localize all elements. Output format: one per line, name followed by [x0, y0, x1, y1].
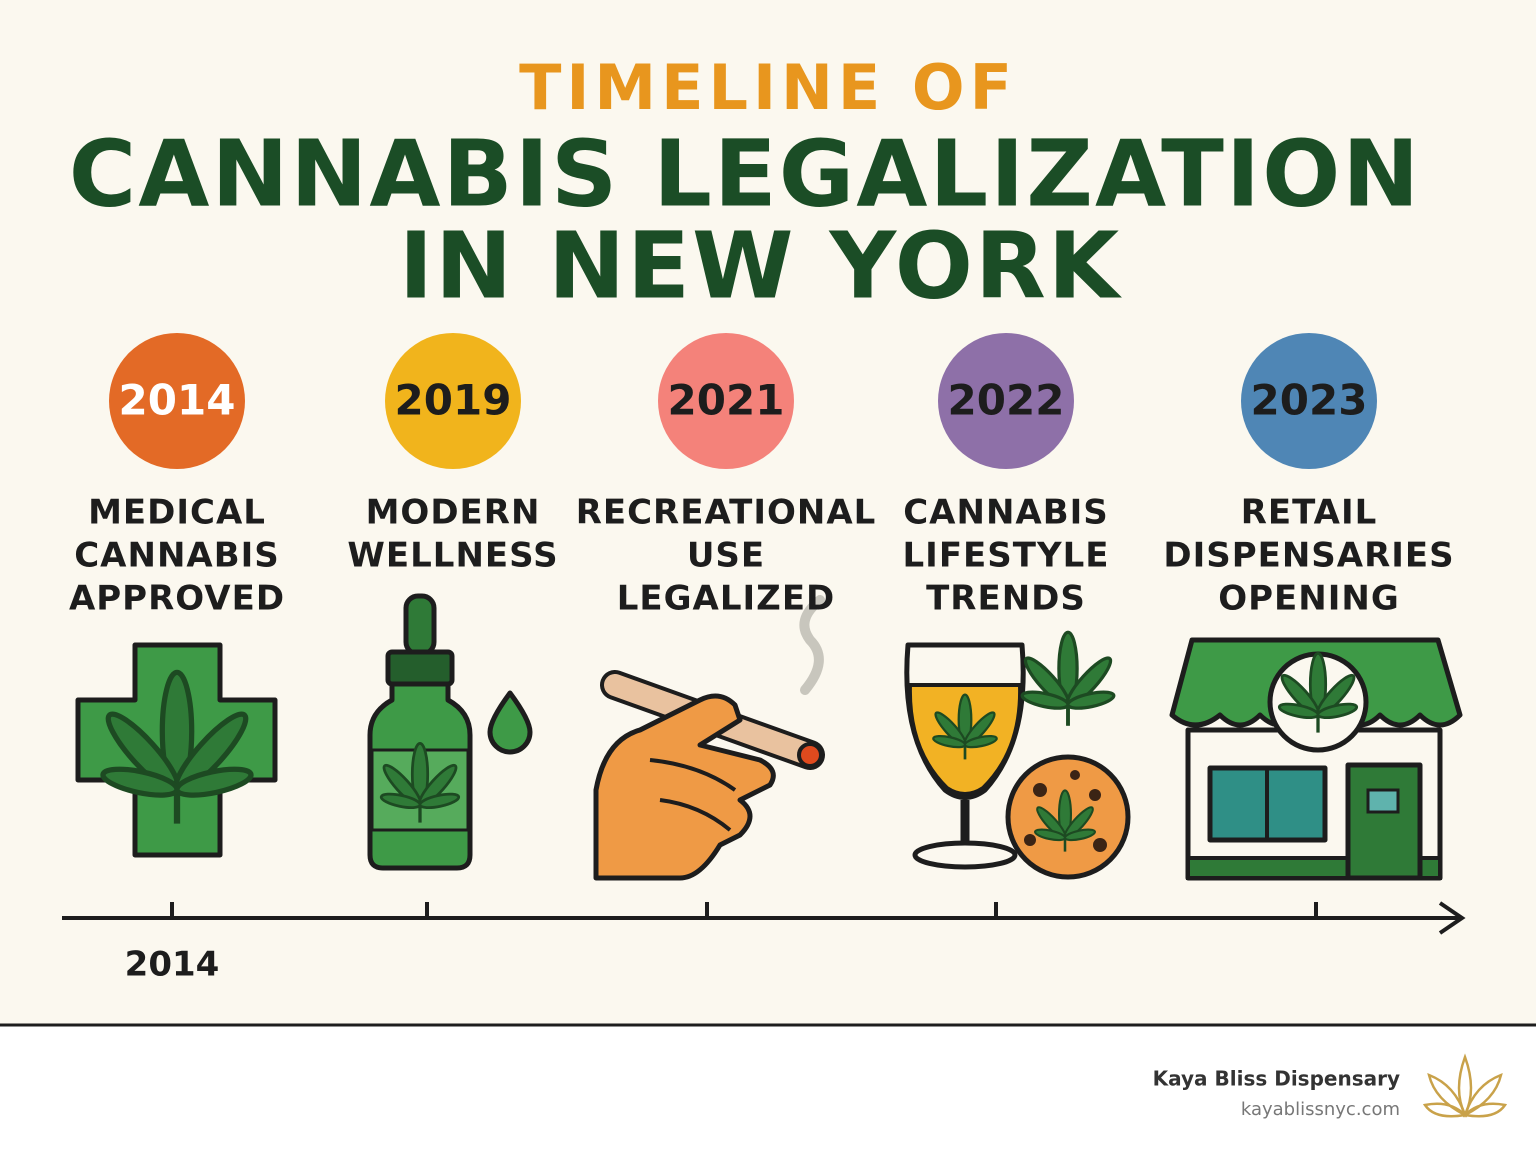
year-label: 2019 [395, 376, 512, 425]
year-circle [938, 333, 1074, 469]
year-label: 2014 [119, 376, 236, 425]
event-label: TRENDS [926, 579, 1086, 619]
event-label: CANNABIS [74, 536, 280, 576]
event-label: LEGALIZED [617, 579, 836, 619]
footer-background [0, 1025, 1536, 1154]
year-label: 2021 [668, 376, 785, 425]
brand-url: kayablissnyc.com [1241, 1099, 1400, 1120]
event-label: MEDICAL [88, 493, 266, 533]
event-label: DISPENSARIES [1163, 536, 1454, 576]
year-circle [658, 333, 794, 469]
year-circle [385, 333, 521, 469]
event-label: LIFESTYLE [903, 536, 1110, 576]
icon-bottle [367, 593, 533, 871]
year-label: 2023 [1251, 376, 1368, 425]
title-line: IN NEW YORK [399, 212, 1123, 319]
event-label: OPENING [1218, 579, 1400, 619]
event-label: APPROVED [69, 579, 285, 619]
year-label: 2022 [948, 376, 1065, 425]
event-label: MODERN [366, 493, 541, 533]
brand-name: Kaya Bliss Dispensary [1153, 1067, 1400, 1091]
event-label: USE [687, 536, 765, 576]
title-line: CANNABIS LEGALIZATION [69, 120, 1422, 227]
icon-lifestyle [904, 630, 1131, 880]
event-label: CANNABIS [903, 493, 1109, 533]
event-label: RETAIL [1241, 493, 1378, 533]
axis-arrow [1438, 901, 1466, 935]
brand-logo [1422, 1053, 1508, 1118]
title-line: TIMELINE OF [519, 51, 1017, 124]
event-label: WELLNESS [347, 536, 558, 576]
axis-label: 2014 [125, 945, 220, 985]
icon-hand [593, 595, 825, 881]
icon-store [1169, 637, 1463, 881]
event-label: RECREATIONAL [576, 493, 877, 533]
icon-medical-cross [75, 642, 278, 858]
year-circle [1241, 333, 1377, 469]
year-circle [109, 333, 245, 469]
axis-ticks [170, 902, 1318, 918]
